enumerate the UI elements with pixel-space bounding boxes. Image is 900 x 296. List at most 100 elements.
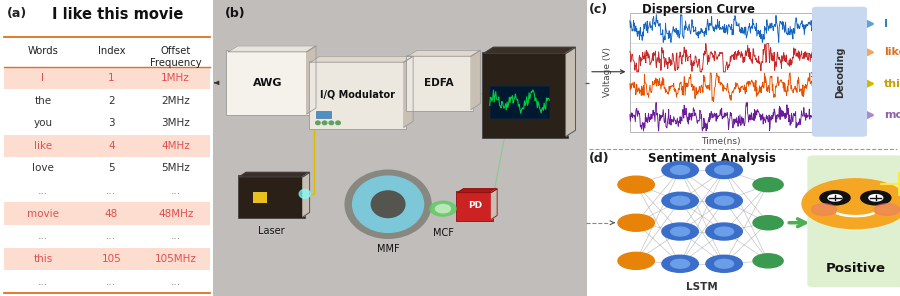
Text: 48MHz: 48MHz	[158, 209, 194, 219]
Text: ...: ...	[38, 277, 48, 287]
Text: (a): (a)	[6, 7, 27, 20]
Text: Words: Words	[27, 46, 58, 56]
Text: the: the	[34, 96, 51, 106]
Circle shape	[353, 176, 424, 232]
Polygon shape	[491, 189, 497, 219]
FancyBboxPatch shape	[238, 175, 305, 218]
Text: Dispersion Curve: Dispersion Curve	[643, 3, 755, 16]
Circle shape	[753, 216, 783, 230]
Text: ...: ...	[171, 277, 181, 287]
Text: PD: PD	[468, 201, 482, 210]
FancyBboxPatch shape	[4, 67, 210, 89]
Circle shape	[670, 227, 689, 236]
Polygon shape	[471, 50, 481, 110]
Text: ...: ...	[38, 186, 48, 196]
Circle shape	[706, 223, 742, 240]
Text: (d): (d)	[589, 152, 609, 165]
Text: I like this movie: I like this movie	[52, 7, 184, 22]
Circle shape	[802, 179, 900, 229]
Circle shape	[860, 191, 891, 205]
Circle shape	[706, 192, 742, 209]
Circle shape	[322, 121, 327, 125]
Text: I/Q Modulator: I/Q Modulator	[320, 90, 394, 100]
Circle shape	[753, 254, 783, 268]
Text: (c): (c)	[589, 3, 608, 16]
Text: 2: 2	[108, 96, 114, 106]
Text: MMF: MMF	[377, 244, 400, 254]
Text: like: like	[34, 141, 52, 151]
Circle shape	[618, 214, 654, 231]
Polygon shape	[307, 46, 316, 114]
Text: LSTM: LSTM	[686, 282, 718, 292]
Circle shape	[874, 204, 899, 215]
FancyBboxPatch shape	[630, 13, 812, 131]
Circle shape	[812, 204, 837, 215]
Text: movie: movie	[27, 209, 58, 219]
FancyBboxPatch shape	[227, 50, 309, 115]
Ellipse shape	[430, 201, 456, 216]
Text: ...: ...	[171, 231, 181, 242]
Polygon shape	[458, 189, 497, 192]
FancyBboxPatch shape	[807, 155, 900, 287]
FancyBboxPatch shape	[406, 55, 473, 111]
FancyBboxPatch shape	[482, 52, 568, 138]
Text: 105: 105	[102, 254, 122, 264]
Text: 5: 5	[108, 163, 114, 173]
Text: ...: ...	[106, 231, 116, 242]
Circle shape	[706, 255, 742, 272]
Circle shape	[670, 165, 689, 174]
Text: 48: 48	[104, 209, 118, 219]
Text: Offset
Frequency: Offset Frequency	[149, 46, 202, 68]
Polygon shape	[229, 46, 316, 52]
FancyBboxPatch shape	[490, 86, 549, 118]
Text: Time(ns): Time(ns)	[701, 137, 741, 147]
Circle shape	[670, 196, 689, 205]
Text: you: you	[33, 118, 52, 128]
FancyBboxPatch shape	[4, 134, 210, 157]
Ellipse shape	[436, 205, 451, 213]
Circle shape	[820, 191, 850, 205]
Text: MCF: MCF	[433, 228, 454, 238]
Text: 105MHz: 105MHz	[155, 254, 196, 264]
Circle shape	[618, 176, 654, 193]
Polygon shape	[310, 56, 413, 62]
Text: ...: ...	[106, 277, 116, 287]
Circle shape	[715, 165, 733, 174]
Circle shape	[299, 189, 310, 198]
Circle shape	[316, 121, 320, 125]
Circle shape	[868, 194, 883, 201]
Circle shape	[706, 162, 742, 178]
Text: 3MHz: 3MHz	[161, 118, 190, 128]
Polygon shape	[484, 47, 576, 53]
Circle shape	[372, 191, 405, 218]
Text: love: love	[32, 163, 54, 173]
Text: 2MHz: 2MHz	[161, 96, 190, 106]
Circle shape	[329, 121, 334, 125]
Circle shape	[828, 194, 842, 201]
FancyBboxPatch shape	[812, 7, 867, 137]
Text: this: this	[33, 254, 52, 264]
Text: Laser: Laser	[258, 226, 284, 237]
Polygon shape	[404, 56, 413, 127]
Text: (b): (b)	[224, 7, 245, 20]
Polygon shape	[408, 50, 481, 56]
Circle shape	[336, 121, 340, 125]
FancyBboxPatch shape	[4, 248, 210, 271]
FancyBboxPatch shape	[253, 192, 267, 203]
Text: 1MHz: 1MHz	[161, 73, 190, 83]
Text: ...: ...	[106, 186, 116, 196]
Text: Index: Index	[97, 46, 125, 56]
FancyBboxPatch shape	[213, 0, 587, 296]
Circle shape	[662, 192, 698, 209]
Text: I: I	[41, 73, 44, 83]
Text: Sentiment Analysis: Sentiment Analysis	[648, 152, 776, 165]
Polygon shape	[303, 172, 310, 217]
Circle shape	[670, 259, 689, 268]
Circle shape	[715, 259, 733, 268]
FancyBboxPatch shape	[316, 111, 331, 118]
Circle shape	[345, 170, 431, 238]
Circle shape	[662, 162, 698, 178]
Circle shape	[662, 255, 698, 272]
FancyBboxPatch shape	[456, 191, 493, 221]
Text: Positive: Positive	[825, 262, 886, 275]
